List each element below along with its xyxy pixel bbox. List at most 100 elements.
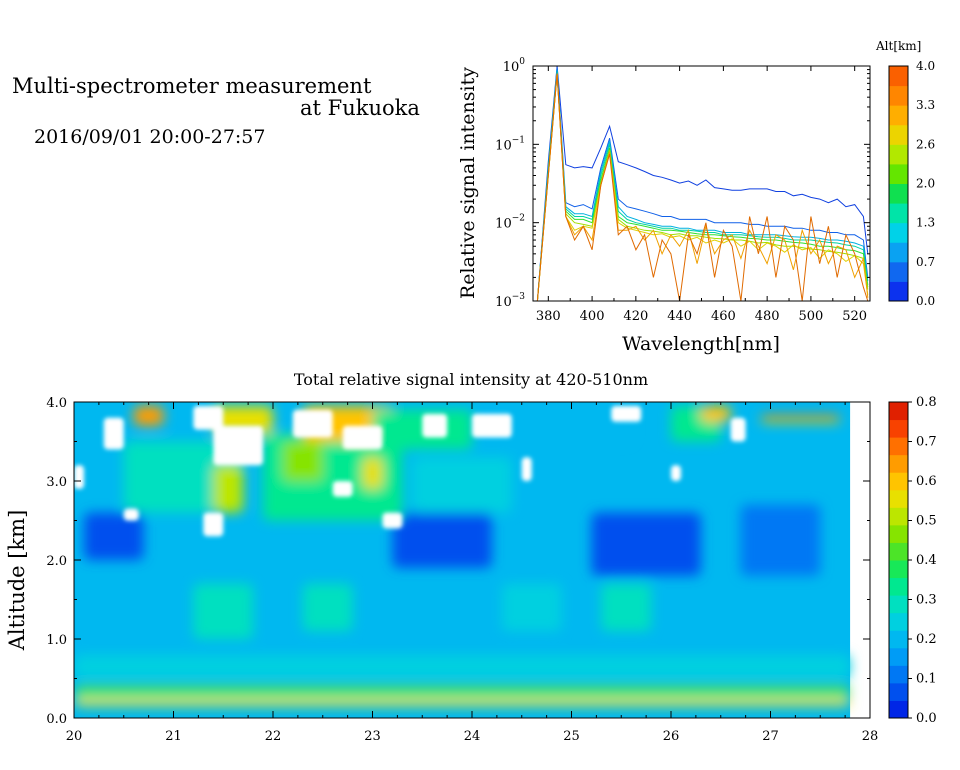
heatmap-gap — [203, 512, 224, 537]
heatmap-gap — [521, 457, 532, 481]
altitude-colorbar-segment — [889, 144, 908, 165]
altitude-colorbar-segment — [889, 183, 908, 204]
heatmap-gap — [292, 409, 333, 438]
spectrum-x-tick-label: 400 — [580, 309, 605, 324]
altitude-colorbar-segment — [889, 85, 908, 106]
heatmap-gap — [611, 405, 642, 422]
heatmap-cell — [501, 583, 562, 632]
measurement-datetime: 2016/09/01 20:00-27:57 — [34, 126, 266, 148]
heatmap-cell — [74, 693, 851, 699]
heatmap-gap — [472, 413, 512, 438]
intensity-colorbar-segment — [889, 472, 908, 491]
heatmap-y-tick-label: 3.0 — [46, 475, 67, 490]
intensity-colorbar-segment — [889, 577, 908, 596]
intensity-colorbar-tick-label: 0.5 — [916, 514, 937, 529]
heatmap-y-tick-label: 2.0 — [46, 554, 67, 569]
altitude-colorbar-label: Alt[km] — [875, 39, 921, 53]
altitude-colorbar-tick-label: 1.3 — [916, 216, 935, 230]
figure-title-line2: at Fukuoka — [300, 96, 420, 120]
altitude-colorbar-tick-label: 0.7 — [916, 255, 935, 269]
heatmap-x-tick-label: 24 — [464, 729, 481, 744]
heatmap-x-tick-label: 22 — [265, 729, 282, 744]
heatmap-cell — [511, 405, 632, 442]
heatmap-y-tick-label: 4.0 — [46, 396, 67, 411]
heatmap-gap — [193, 405, 224, 430]
heatmap-cell — [760, 418, 841, 423]
intensity-colorbar-segment — [889, 682, 908, 701]
intensity-colorbar-tick-label: 0.1 — [916, 672, 937, 687]
intensity-colorbar-tick-label: 0.8 — [916, 395, 937, 410]
spectrum-series-line-5 — [536, 73, 869, 301]
heatmap-cell — [193, 583, 254, 639]
intensity-colorbar-segment — [889, 700, 908, 719]
altitude-colorbar-segment — [889, 105, 908, 126]
spectrum-x-tick-label: 440 — [667, 309, 692, 324]
heatmap-cell — [74, 698, 851, 707]
intensity-colorbar-tick-label: 0.2 — [916, 632, 937, 647]
heatmap-x-tick-label: 23 — [364, 729, 381, 744]
heatmap-y-tick-label: 0.0 — [46, 712, 67, 727]
heatmap-x-tick-label: 21 — [165, 729, 182, 744]
altitude-colorbar-tick-label: 3.3 — [916, 98, 935, 112]
spectrum-frame — [532, 65, 871, 302]
heatmap-cell — [412, 457, 512, 513]
heatmap-gap — [671, 465, 681, 481]
intensity-colorbar-segment — [889, 647, 908, 666]
heatmap-cell — [74, 654, 851, 679]
spectrum-x-tick-label: 480 — [755, 309, 780, 324]
heatmap-cell — [392, 512, 492, 568]
altitude-colorbar-segment — [889, 163, 908, 184]
altitude-colorbar-segment — [889, 281, 908, 302]
heatmap-gap — [730, 417, 746, 442]
heatmap-gap — [213, 425, 264, 466]
spectrum-y-tick-label: 10−2 — [495, 214, 525, 232]
altitude-colorbar-segment — [889, 261, 908, 282]
spectrum-series-line-1 — [536, 67, 869, 301]
heatmap-cell — [302, 583, 353, 632]
heatmap-gap — [342, 425, 383, 450]
intensity-colorbar-segment — [889, 402, 908, 421]
heatmap-gap — [103, 417, 124, 450]
intensity-colorbar-segment — [889, 595, 908, 614]
altitude-colorbar-segment — [889, 124, 908, 145]
spectrum-x-tick-label: 460 — [711, 309, 736, 324]
heatmap-cell — [700, 405, 731, 422]
intensity-colorbar-segment — [889, 419, 908, 438]
altitude-colorbar-tick-label: 2.0 — [916, 177, 935, 191]
heatmap-cell — [760, 415, 841, 419]
spectrum-series-line-4 — [536, 73, 869, 301]
spectrum-series-line-3 — [536, 71, 869, 301]
heatmap-gap — [74, 465, 84, 489]
altitude-colorbar-tick-label: 4.0 — [916, 59, 935, 73]
spectrum-y-axis-label: Relative signal intensity — [457, 67, 479, 299]
spectrum-y-tick-label: 10−3 — [495, 292, 525, 310]
intensity-colorbar-segment — [889, 437, 908, 456]
heatmap-cell — [83, 512, 144, 560]
intensity-colorbar-tick-label: 0.7 — [916, 435, 937, 450]
heatmap-cell — [740, 504, 821, 576]
altitude-colorbar: 0.0 0.7 1.3 2.0 2.6 3.3 4.0 — [888, 59, 935, 308]
heatmap-cell — [362, 457, 383, 489]
spectrum-x-tick-label: 520 — [842, 309, 867, 324]
intensity-colorbar-segment — [889, 489, 908, 508]
spectrum-series-line-8 — [536, 73, 869, 301]
spectrum-series-line-0 — [536, 66, 869, 301]
heatmap-gap — [332, 481, 353, 497]
heatmap-cell — [601, 583, 652, 632]
heatmap-y-tick-label: 1.0 — [46, 633, 67, 648]
heatmap-cell — [282, 441, 323, 481]
intensity-colorbar: 0.0 0.1 0.2 0.3 0.4 0.5 0.6 0.7 0.8 — [888, 395, 937, 726]
heatmap-x-tick-label: 27 — [762, 729, 779, 744]
heatmap-gap — [422, 413, 448, 438]
intensity-colorbar-tick-label: 0.0 — [916, 711, 937, 726]
spectrum-x-tick-label: 380 — [536, 309, 561, 324]
altitude-colorbar-segment — [889, 242, 908, 263]
spectrum-series-line-6 — [536, 73, 869, 301]
intensity-colorbar-tick-label: 0.3 — [916, 593, 937, 608]
altitude-colorbar-tick-label: 2.6 — [916, 137, 935, 151]
altitude-colorbar-segment — [889, 222, 908, 243]
heatmap-cell — [213, 465, 244, 513]
spectrum-x-axis-label: Wavelength[nm] — [622, 333, 780, 355]
heatmap-cell — [133, 405, 164, 426]
intensity-colorbar-segment — [889, 454, 908, 473]
